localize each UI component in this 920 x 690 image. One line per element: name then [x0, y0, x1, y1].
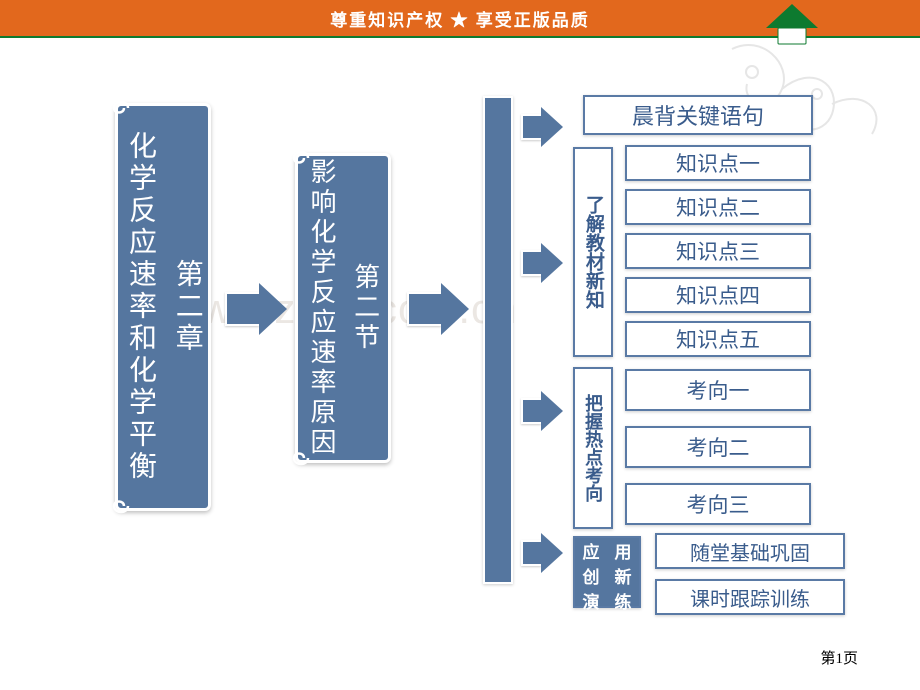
- header-bar: 尊重知识产权 ★ 享受正版品质: [0, 0, 920, 36]
- knowledge-item[interactable]: 知识点一: [625, 145, 811, 181]
- knowledge-item[interactable]: 知识点五: [625, 321, 811, 357]
- practice-item[interactable]: 随堂基础巩固: [655, 533, 845, 569]
- knowledge-item[interactable]: 知识点二: [625, 189, 811, 225]
- arrow-icon: [225, 283, 287, 335]
- scroll-curl-icon: [286, 446, 310, 470]
- group-label-text: 了解教材新知: [580, 195, 606, 309]
- group-label-practice: 应用创新演练: [573, 536, 641, 608]
- header-text: 尊重知识产权 ★ 享受正版品质: [330, 6, 590, 31]
- diagram-root: 第二章化学反应速率和化学平衡 第二节影响化学反应速率原因 晨背关键语句 了解教材…: [115, 93, 905, 613]
- scroll-curl-icon: [106, 494, 130, 518]
- arrow-icon: [407, 283, 469, 335]
- group-label-text: 把握热点考向: [581, 394, 605, 502]
- knowledge-item[interactable]: 知识点四: [625, 277, 811, 313]
- arrow-icon: [521, 243, 563, 283]
- arrow-icon: [521, 107, 563, 147]
- chapter-text: 第二章化学反应速率和化学平衡: [115, 131, 211, 483]
- direction-item[interactable]: 考向三: [625, 483, 811, 525]
- connector-bar: [483, 96, 513, 584]
- scroll-curl-icon: [286, 146, 310, 170]
- page-number: 第1页: [820, 647, 858, 668]
- item-morning-recite[interactable]: 晨背关键语句: [583, 95, 813, 135]
- section-box: 第二节影响化学反应速率原因: [295, 153, 391, 463]
- group-label-exam-directions: 把握热点考向: [573, 367, 613, 529]
- chapter-box: 第二章化学反应速率和化学平衡: [115, 103, 211, 511]
- direction-item[interactable]: 考向一: [625, 369, 811, 411]
- direction-item[interactable]: 考向二: [625, 426, 811, 468]
- arrow-icon: [521, 391, 563, 431]
- item-label: 晨背关键语句: [632, 99, 764, 131]
- scroll-curl-icon: [106, 96, 130, 120]
- group-label-textbook: 了解教材新知: [573, 147, 613, 357]
- practice-item[interactable]: 课时跟踪训练: [655, 579, 845, 615]
- arrow-icon: [521, 533, 563, 573]
- knowledge-item[interactable]: 知识点三: [625, 233, 811, 269]
- section-text: 第二节影响化学反应速率原因: [298, 158, 387, 458]
